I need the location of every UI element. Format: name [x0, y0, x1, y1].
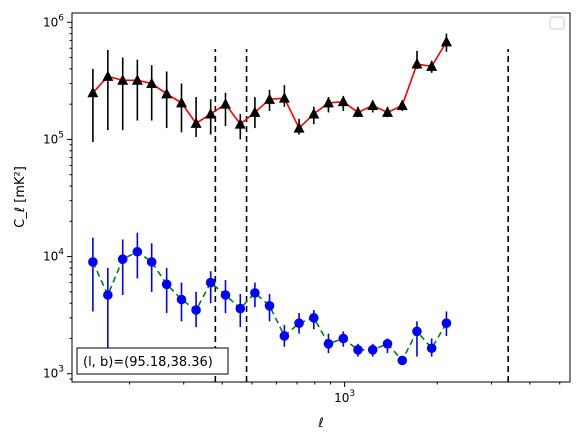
data-point-triangle — [381, 106, 393, 117]
data-point-triangle — [102, 70, 114, 81]
data-point-triangle — [440, 35, 452, 47]
data-point-triangle — [322, 96, 334, 108]
data-point-triangle — [308, 107, 320, 119]
y-tick-label: 104 — [43, 248, 64, 264]
data-point-circle — [191, 305, 201, 315]
data-point-triangle — [161, 87, 173, 99]
data-point-circle — [146, 257, 157, 267]
data-point-circle — [353, 345, 363, 355]
plot-area — [87, 33, 509, 382]
data-point-circle — [220, 290, 231, 300]
data-point-triangle — [396, 99, 408, 110]
data-point-circle — [205, 277, 216, 288]
data-point-circle — [309, 313, 319, 323]
data-point-triangle — [190, 117, 202, 128]
data-point-triangle — [293, 122, 305, 133]
y-tick-label: 106 — [43, 13, 64, 29]
annotation-text: (l, b)=(95.18,38.36) — [83, 355, 213, 370]
data-point-circle — [103, 290, 113, 300]
data-point-triangle — [176, 96, 188, 108]
data-point-circle — [161, 279, 172, 290]
data-point-triangle — [264, 93, 276, 104]
data-point-triangle — [87, 86, 99, 98]
data-point-triangle — [367, 99, 379, 110]
data-point-circle — [235, 303, 246, 314]
data-point-circle — [250, 288, 260, 298]
data-point-circle — [397, 355, 408, 366]
data-point-circle — [279, 331, 290, 341]
data-point-triangle — [234, 118, 246, 129]
legend-box — [549, 16, 565, 30]
y-tick-label: 105 — [43, 130, 64, 146]
data-point-triangle — [117, 74, 129, 85]
data-point-triangle — [352, 106, 364, 117]
data-point-triangle — [219, 98, 231, 109]
data-point-circle — [338, 333, 349, 344]
data-point-triangle — [337, 95, 349, 107]
axis-ticks: 103 104 105 106 103 — [43, 13, 561, 405]
data-point-triangle — [205, 107, 217, 119]
annotation-box — [76, 347, 229, 375]
data-point-triangle — [131, 74, 143, 85]
data-point-triangle — [146, 77, 158, 89]
data-point-triangle — [411, 58, 423, 69]
data-point-circle — [264, 301, 275, 311]
x-tick-label: 103 — [334, 389, 355, 405]
x-axis-label: ℓ — [317, 416, 323, 431]
data-point-triangle — [249, 106, 261, 117]
data-point-circle — [132, 246, 143, 257]
data-point-circle — [117, 254, 128, 264]
data-point-circle — [441, 318, 452, 328]
data-point-circle — [88, 257, 98, 267]
y-tick-label: 103 — [43, 365, 64, 381]
data-point-triangle — [278, 92, 290, 103]
data-point-circle — [426, 343, 437, 354]
data-point-circle — [412, 326, 422, 337]
y-axis-label: C_ℓ [mK²] — [13, 166, 28, 228]
axes-frame — [71, 12, 571, 383]
data-point-circle — [176, 294, 187, 305]
data-point-circle — [367, 345, 378, 355]
data-point-triangle — [426, 60, 438, 71]
data-point-circle — [294, 318, 304, 328]
data-point-circle — [323, 339, 334, 349]
data-point-circle — [382, 339, 393, 349]
